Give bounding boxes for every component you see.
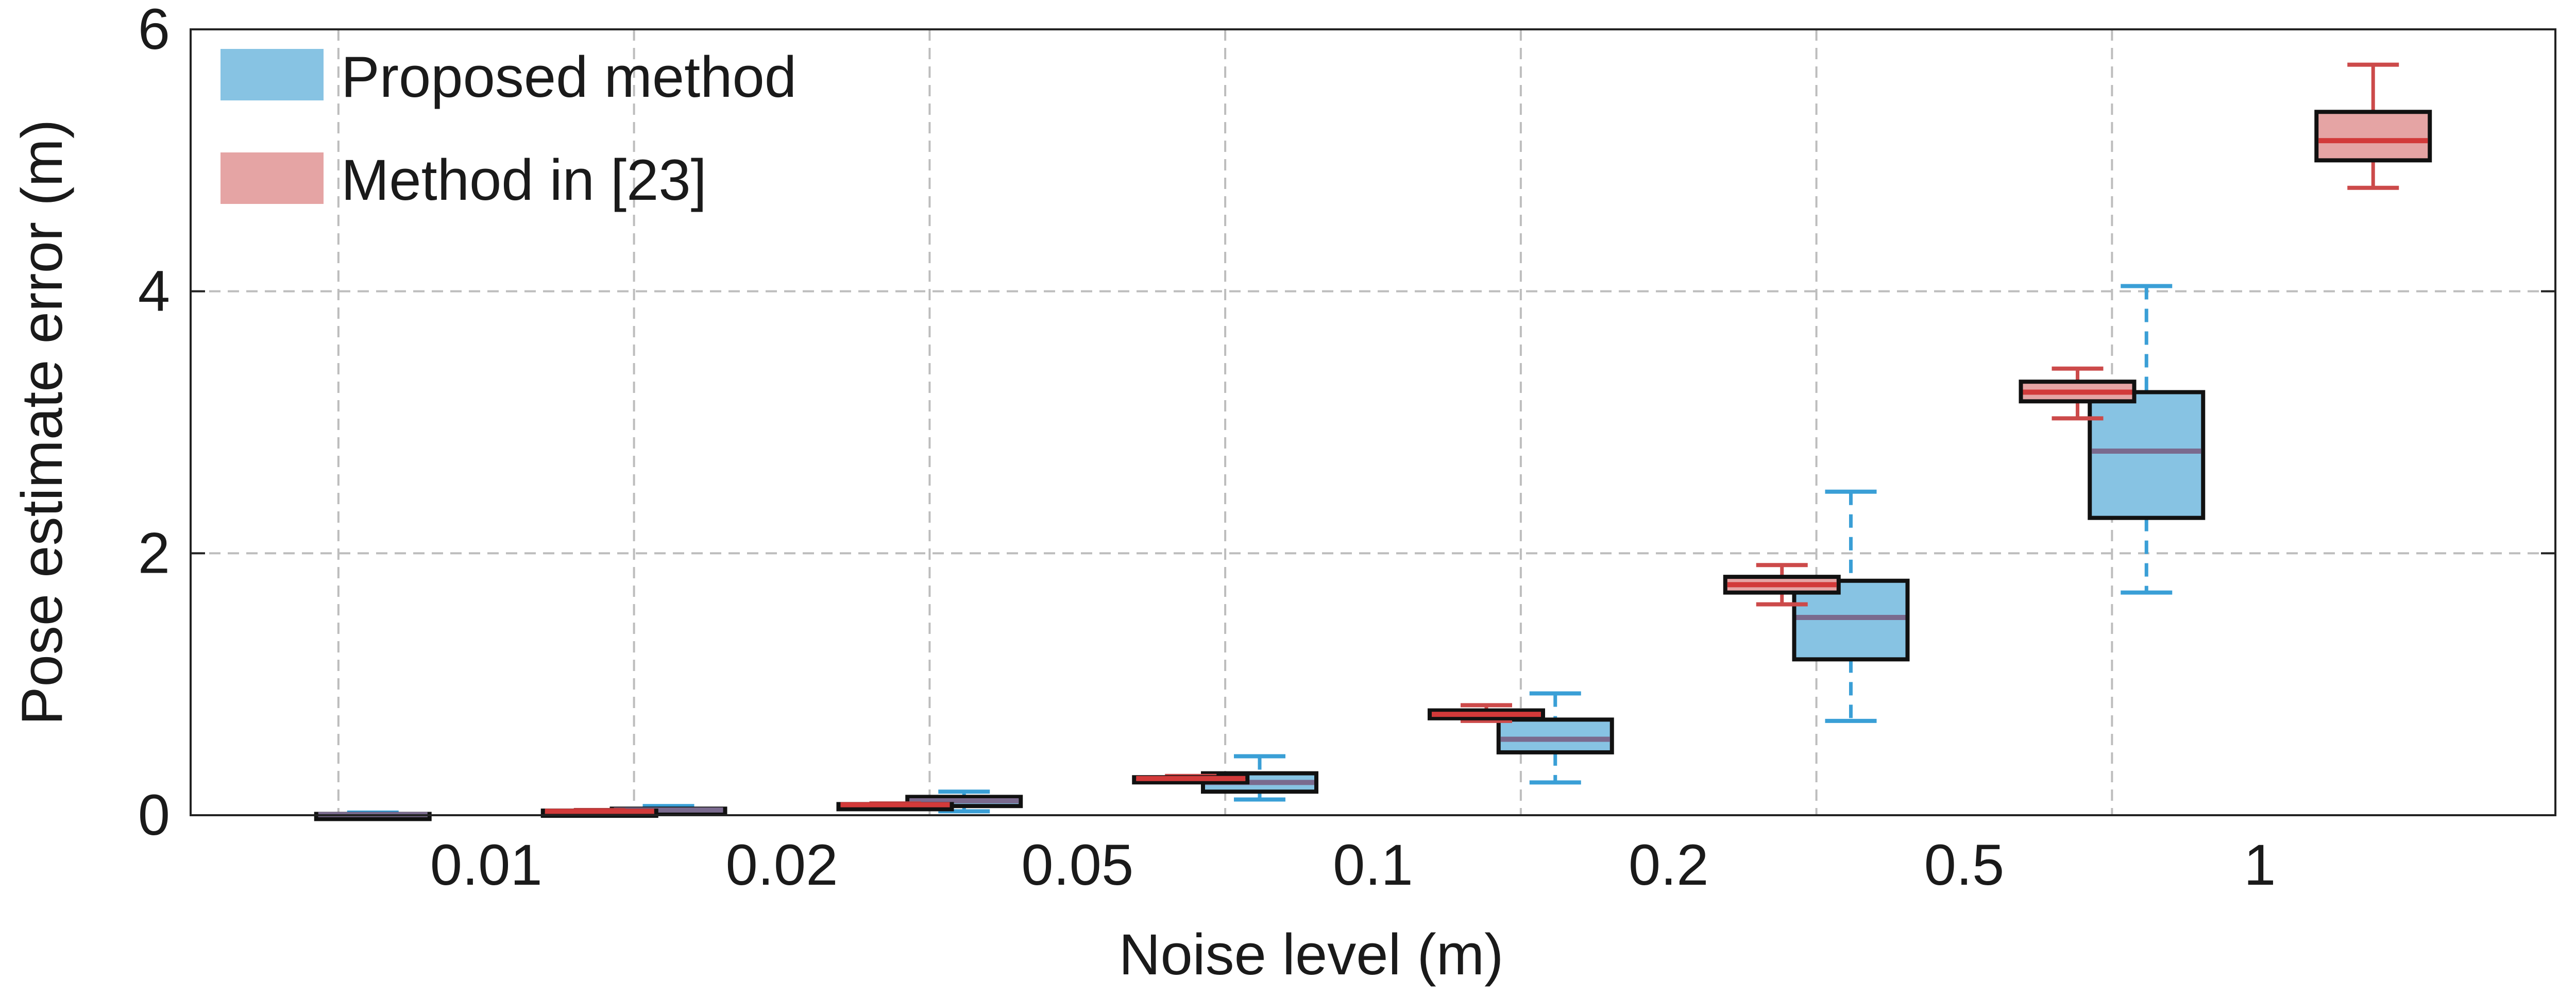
box-method-23-0.01 — [540, 807, 658, 818]
box-iqr — [1792, 578, 1910, 662]
tick-layer: 0 2 4 6 0.01 0.02 0.05 0.1 0.2 0.5 1 — [138, 0, 2555, 897]
grid-layer — [191, 29, 2555, 815]
box-method-23-0.5 — [2019, 366, 2137, 421]
x-tick-label: 0.02 — [726, 833, 838, 897]
box-method-23-0.05 — [1132, 773, 1250, 785]
box-method-23-1 — [2314, 62, 2432, 190]
box-proposed-1 — [2088, 284, 2206, 595]
x-tick-label: 0.5 — [1924, 833, 2005, 897]
x-tick-label: 0.05 — [1021, 833, 1133, 897]
legend-label-proposed-method: Proposed method — [341, 45, 796, 109]
box-proposed-0.5 — [1792, 489, 1910, 723]
box-method-23-0.2 — [1723, 563, 1841, 607]
box-proposed-0.2 — [1496, 691, 1614, 785]
y-tick-label: 6 — [138, 0, 170, 61]
legend-swatch-method-in-23 — [221, 152, 324, 204]
box-iqr — [2314, 110, 2432, 163]
x-tick-label: 1 — [2244, 833, 2276, 897]
box-method-23-0.02 — [836, 801, 954, 812]
x-tick-label: 0.1 — [1333, 833, 1413, 897]
x-tick-label: 0.01 — [430, 833, 543, 897]
x-tick-label: 0.2 — [1629, 833, 1709, 897]
plot-frame — [190, 28, 2556, 816]
legend-swatch-proposed-method — [221, 49, 324, 100]
y-tick-label: 2 — [138, 521, 170, 585]
y-tick-label: 4 — [138, 259, 170, 323]
x-axis-label: Noise level (m) — [1119, 922, 1504, 987]
legend: Proposed method Method in [23] — [221, 45, 796, 212]
box-iqr — [1496, 717, 1614, 754]
box-method-23-0.1 — [1428, 703, 1545, 723]
box-iqr — [2088, 390, 2206, 520]
y-tick-label: 0 — [138, 783, 170, 847]
y-axis-label: Pose estimate error (m) — [10, 119, 74, 725]
legend-label-method-in-23: Method in [23] — [341, 148, 707, 212]
